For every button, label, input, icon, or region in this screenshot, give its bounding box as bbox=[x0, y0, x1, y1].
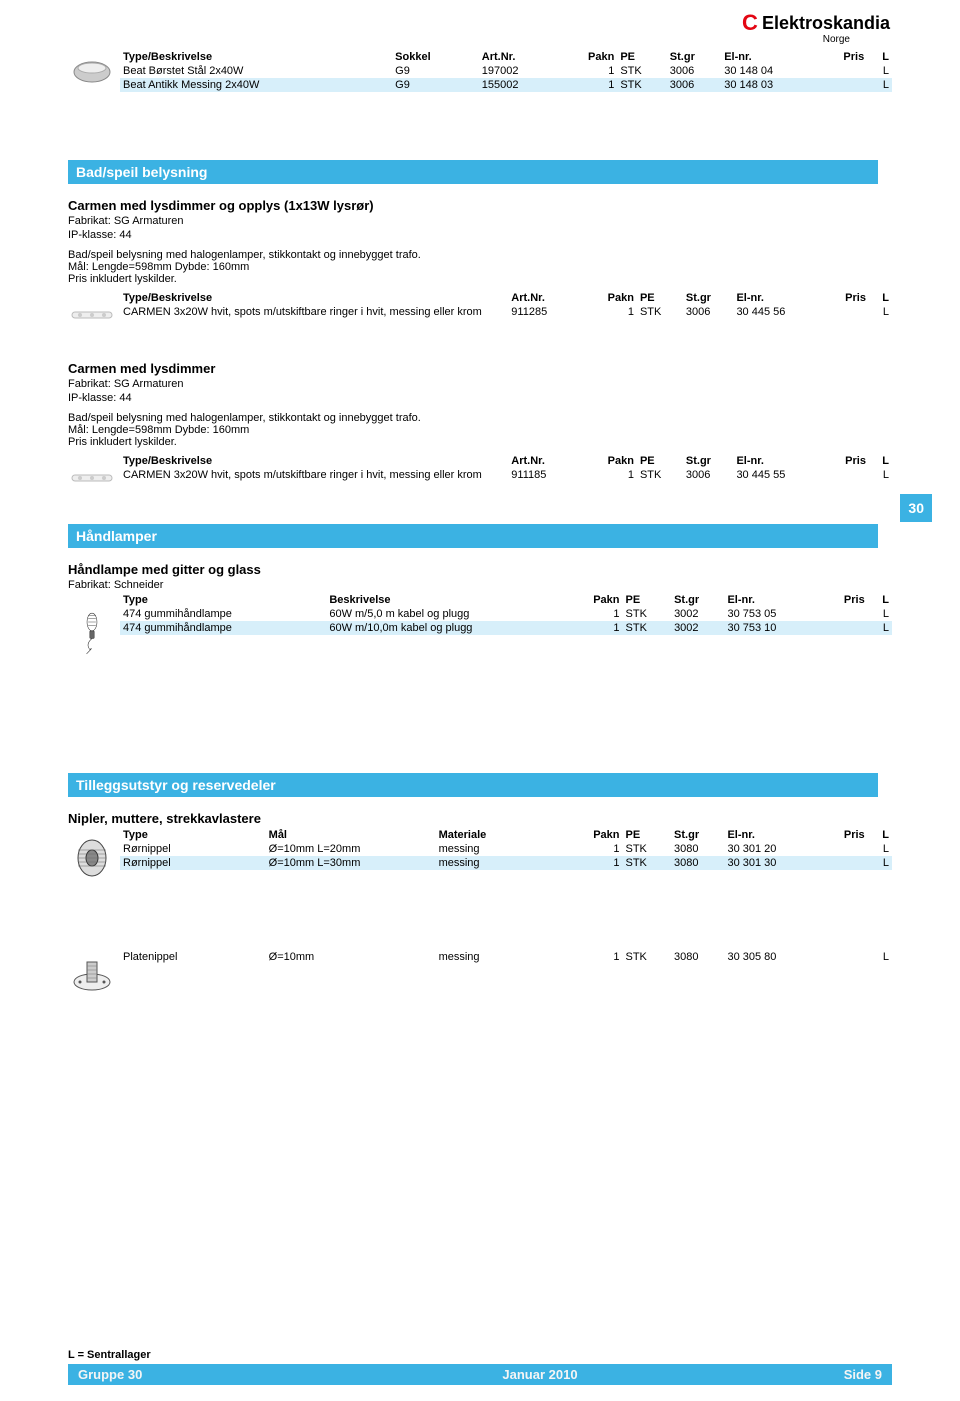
table-row: Rørnippel Ø=10mm L=20mm messing 1 STK 30… bbox=[120, 842, 892, 856]
th-pakn: Pakn bbox=[563, 50, 617, 64]
section-bar-hand: Håndlamper bbox=[68, 524, 878, 548]
table-row: 474 gummihåndlampe 60W m/5,0 m kabel og … bbox=[120, 607, 892, 621]
product-title: Carmen med lysdimmer bbox=[68, 361, 892, 376]
thumb-nippel bbox=[68, 828, 116, 888]
product-ip: IP-klasse: 44 bbox=[68, 229, 892, 241]
thumb-dome-lamp bbox=[68, 50, 116, 98]
footer-right: Side 9 bbox=[772, 1364, 892, 1385]
table-row: CARMEN 3x20W hvit, spots m/utskiftbare r… bbox=[120, 468, 892, 482]
brand-c-icon: C bbox=[742, 10, 758, 36]
brand-name: Elektroskandia bbox=[762, 13, 890, 34]
th-stgr: St.gr bbox=[667, 50, 721, 64]
footer-legend: L = Sentrallager bbox=[68, 1349, 151, 1361]
th-type: Type/Beskrivelse bbox=[120, 50, 392, 64]
table-row: 474 gummihåndlampe 60W m/10,0m kabel og … bbox=[120, 621, 892, 635]
product-ip: IP-klasse: 44 bbox=[68, 392, 892, 404]
th-sokkel: Sokkel bbox=[392, 50, 479, 64]
product-title: Håndlampe med gitter og glass bbox=[68, 562, 892, 577]
handlamp-table: Type Beskrivelse Pakn PE St.gr El-nr. Pr… bbox=[120, 593, 892, 635]
footer-left: Gruppe 30 bbox=[68, 1364, 308, 1385]
table-row: Rørnippel Ø=10mm L=30mm messing 1 STK 30… bbox=[120, 856, 892, 870]
table-row: Beat Antikk Messing 2x40W G9 155002 1 ST… bbox=[120, 78, 892, 92]
product-fabrikat: Fabrikat: SG Armaturen bbox=[68, 215, 892, 227]
thumb-spot-bar bbox=[68, 454, 116, 502]
footer-center: Januar 2010 bbox=[308, 1364, 772, 1385]
th-artnr: Art.Nr. bbox=[479, 50, 563, 64]
section-bar-bad: Bad/speil belysning bbox=[68, 160, 878, 184]
product-table: Type/Beskrivelse Art.Nr. Pakn PE St.gr E… bbox=[120, 291, 892, 319]
product-fabrikat: Fabrikat: Schneider bbox=[68, 579, 892, 591]
table-row: Platenippel Ø=10mm messing 1 STK 3080 30… bbox=[120, 950, 892, 964]
top-table: Type/Beskrivelse Sokkel Art.Nr. Pakn PE … bbox=[120, 50, 892, 92]
product-title: Nipler, muttere, strekkavlastere bbox=[68, 811, 892, 826]
thumb-handlamp bbox=[68, 593, 116, 673]
product-title: Carmen med lysdimmer og opplys (1x13W ly… bbox=[68, 198, 892, 213]
thumb-platenippel bbox=[68, 950, 116, 998]
table-row: Beat Børstet Stål 2x40W G9 197002 1 STK … bbox=[120, 64, 892, 78]
side-tab: 30 bbox=[900, 494, 932, 522]
nippel-table: Type Mål Materiale Pakn PE St.gr El-nr. … bbox=[120, 828, 892, 870]
table-row: CARMEN 3x20W hvit, spots m/utskiftbare r… bbox=[120, 305, 892, 319]
product-desc: Bad/speil belysning med halogenlamper, s… bbox=[68, 249, 892, 285]
th-l: L bbox=[867, 50, 892, 64]
brand-sub: Norge bbox=[823, 34, 850, 45]
th-pris: Pris bbox=[820, 50, 867, 64]
product-desc: Bad/speil belysning med halogenlamper, s… bbox=[68, 412, 892, 448]
th-elnr: El-nr. bbox=[721, 50, 820, 64]
th-pe: PE bbox=[617, 50, 666, 64]
footer-bar: Gruppe 30 Januar 2010 Side 9 bbox=[68, 1364, 892, 1385]
brand-logo: C Elektroskandia bbox=[742, 10, 890, 36]
section-bar-tillegg: Tilleggsutstyr og reservedeler bbox=[68, 773, 878, 797]
product-table: Type/Beskrivelse Art.Nr. Pakn PE St.gr E… bbox=[120, 454, 892, 482]
thumb-spot-bar bbox=[68, 291, 116, 339]
product-fabrikat: Fabrikat: SG Armaturen bbox=[68, 378, 892, 390]
platenippel-table: Platenippel Ø=10mm messing 1 STK 3080 30… bbox=[120, 950, 892, 964]
